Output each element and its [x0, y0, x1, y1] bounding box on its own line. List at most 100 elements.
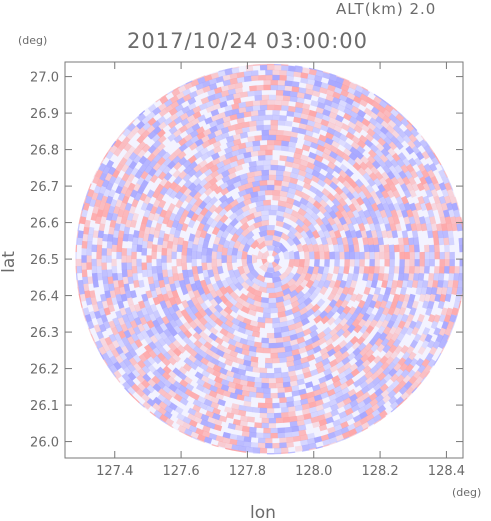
negative-cell: [389, 401, 399, 410]
negative-cell: [279, 321, 288, 328]
negative-cell: [292, 199, 302, 208]
positive-cell: [103, 135, 113, 145]
negative-cell: [225, 276, 234, 286]
positive-cell: [251, 325, 261, 333]
positive-cell: [444, 251, 450, 260]
negative-cell: [226, 247, 234, 256]
negative-cell: [254, 377, 262, 384]
negative-cell: [148, 283, 156, 292]
negative-cell: [388, 164, 398, 174]
negative-cell: [405, 145, 415, 155]
positive-cell: [368, 149, 377, 158]
positive-cell: [90, 297, 98, 306]
negative-cell: [196, 378, 206, 387]
negative-cell: [408, 216, 416, 225]
positive-cell: [183, 329, 193, 339]
positive-cell: [209, 289, 218, 299]
positive-cell: [414, 202, 422, 211]
positive-cell: [161, 315, 170, 325]
negative-cell: [173, 134, 183, 144]
positive-cell: [441, 287, 448, 296]
positive-cell: [356, 196, 365, 206]
positive-cell: [427, 132, 436, 142]
positive-cell: [350, 368, 360, 377]
negative-cell: [150, 290, 158, 299]
negative-cell: [225, 94, 235, 101]
negative-cell: [190, 305, 199, 315]
negative-cell: [136, 265, 143, 274]
negative-cell: [289, 96, 298, 103]
positive-cell: [314, 154, 324, 163]
negative-cell: [272, 402, 280, 409]
negative-cell: [391, 230, 399, 239]
negative-cell: [461, 287, 463, 295]
negative-cell: [349, 110, 359, 119]
positive-cell: [282, 211, 292, 220]
positive-cell: [253, 221, 263, 229]
positive-cell: [340, 84, 350, 92]
negative-cell: [325, 310, 335, 320]
negative-cell: [274, 332, 282, 339]
positive-cell: [332, 91, 341, 100]
positive-cell: [205, 161, 215, 170]
positive-cell: [170, 100, 180, 109]
negative-cell: [146, 384, 156, 394]
positive-cell: [373, 95, 382, 105]
positive-cell: [359, 347, 369, 357]
positive-cell: [218, 415, 228, 423]
positive-cell: [223, 203, 233, 212]
negative-cell: [121, 262, 127, 270]
negative-cell: [84, 314, 92, 323]
negative-cell: [162, 165, 172, 175]
positive-cell: [376, 110, 386, 120]
positive-cell: [263, 84, 271, 91]
positive-cell: [296, 92, 305, 99]
negative-cell: [91, 266, 98, 274]
positive-cell: [296, 266, 304, 276]
negative-cell: [354, 306, 363, 315]
negative-cell: [254, 95, 262, 101]
positive-cell: [432, 280, 439, 288]
negative-cell: [115, 323, 123, 333]
negative-cell: [225, 223, 234, 233]
positive-cell: [149, 334, 159, 344]
positive-cell: [363, 266, 370, 274]
positive-cell: [382, 394, 392, 404]
positive-cell: [120, 323, 129, 333]
negative-cell: [152, 106, 162, 116]
positive-cell: [443, 195, 452, 204]
positive-cell: [369, 81, 378, 90]
negative-cell: [275, 170, 284, 176]
positive-cell: [383, 244, 390, 253]
negative-cell: [237, 368, 247, 376]
negative-cell: [299, 197, 309, 206]
negative-cell: [384, 286, 392, 296]
negative-cell: [410, 128, 420, 138]
positive-cell: [239, 293, 249, 302]
negative-cell: [442, 353, 451, 362]
positive-cell: [157, 134, 167, 144]
negative-cell: [202, 387, 212, 395]
positive-cell: [373, 355, 382, 365]
positive-cell: [100, 216, 107, 225]
positive-cell: [196, 213, 205, 223]
positive-cell: [246, 223, 256, 233]
positive-cell: [263, 427, 271, 434]
negative-cell: [352, 414, 362, 423]
negative-cell: [194, 371, 204, 380]
negative-cell: [142, 121, 152, 131]
negative-cell: [281, 331, 290, 338]
positive-cell: [263, 347, 271, 354]
positive-cell: [363, 286, 371, 296]
positive-cell: [75, 244, 78, 253]
negative-cell: [185, 383, 195, 392]
negative-cell: [422, 280, 429, 289]
negative-cell: [228, 211, 238, 221]
negative-cell: [231, 247, 239, 256]
positive-cell: [192, 289, 201, 299]
negative-cell: [288, 146, 297, 153]
positive-cell: [115, 199, 123, 208]
positive-cell: [158, 401, 168, 410]
positive-cell: [255, 392, 264, 399]
negative-cell: [363, 300, 372, 309]
